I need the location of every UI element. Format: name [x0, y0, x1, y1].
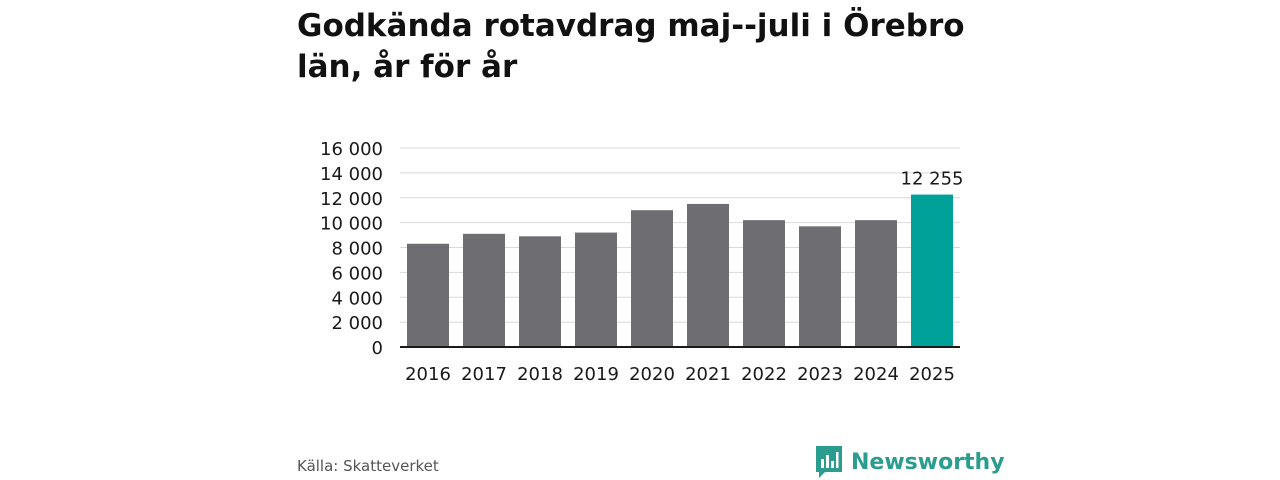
bar-2020: [631, 210, 673, 347]
brand-name: Newsworthy: [851, 449, 1005, 475]
y-tick-label: 12 000: [320, 189, 383, 210]
y-tick-label: 2 000: [331, 313, 383, 334]
y-tick-label: 0: [372, 338, 383, 359]
y-tick-label: 10 000: [320, 214, 383, 235]
bar-2024: [855, 220, 897, 347]
data-label-2025: 12 255: [901, 169, 964, 190]
bar-2017: [463, 233, 505, 347]
bar-2016: [407, 243, 449, 347]
x-tick-label: 2024: [853, 364, 899, 385]
data-labels: 12 255: [901, 169, 964, 190]
x-tick-label: 2023: [797, 364, 843, 385]
bar-2018: [519, 236, 561, 347]
bar-chart-speech-bubble-icon: [816, 446, 842, 478]
bar-2025: [911, 194, 953, 347]
y-tick-label: 16 000: [320, 139, 383, 160]
y-tick-label: 14 000: [320, 164, 383, 185]
y-tick-label: 8 000: [331, 239, 383, 260]
x-tick-label: 2019: [573, 364, 619, 385]
y-axis: 0 2 000 4 000 6 000 8 000 10 000 12 000 14 000 1…: [320, 139, 383, 359]
x-tick-label: 2016: [405, 364, 451, 385]
bar-2021: [687, 203, 729, 347]
x-tick-label: 2020: [629, 364, 675, 385]
x-tick-label: 2021: [685, 364, 731, 385]
brand-logo: Newsworthy: [815, 445, 1005, 479]
bars: [407, 194, 953, 347]
chart-title: Godkända rotavdrag maj--juli i Örebro lä…: [297, 8, 965, 85]
y-tick-label: 4 000: [331, 288, 383, 309]
y-tick-label: 6 000: [331, 263, 383, 284]
source-note: Källa: Skatteverket: [297, 457, 439, 475]
x-axis: 2016 2017 2018 2019 2020 2021 2022 2023 2024 2025: [400, 346, 960, 385]
bar-2023: [799, 226, 841, 347]
x-tick-label: 2018: [517, 364, 563, 385]
x-tick-label: 2022: [741, 364, 787, 385]
bar-2022: [743, 220, 785, 347]
bar-2019: [575, 232, 617, 347]
x-tick-label: 2017: [461, 364, 507, 385]
x-tick-label: 2025: [909, 364, 955, 385]
